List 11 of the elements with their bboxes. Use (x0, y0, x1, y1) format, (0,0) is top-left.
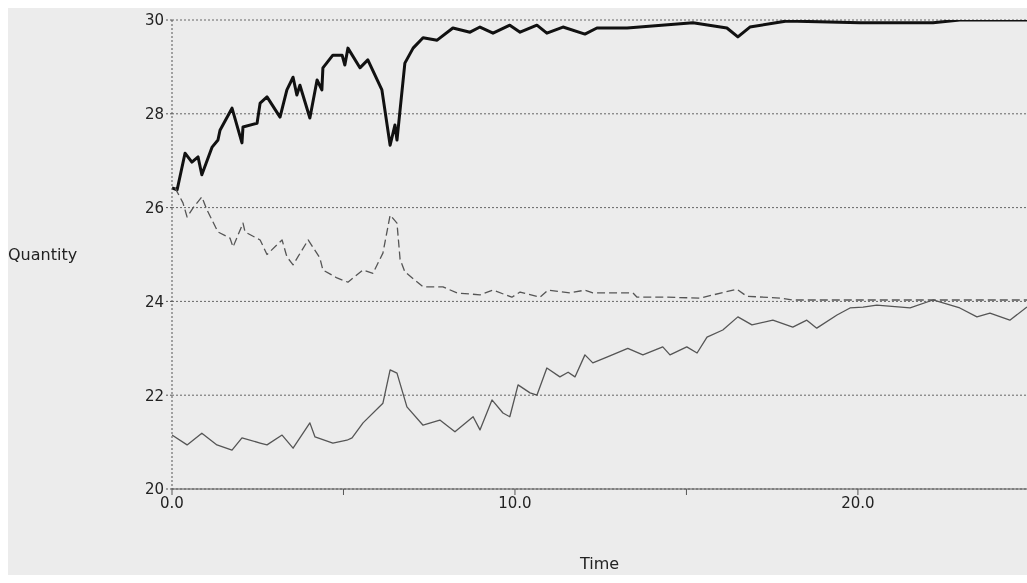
x-axis-title: Time (578, 554, 620, 573)
y-tick-label: 28 (144, 105, 164, 124)
y-tick-label: 22 (144, 386, 164, 405)
y-axis-title: Quantity (8, 245, 78, 265)
line-series (172, 20, 1027, 192)
x-tick-label: 0.0 (160, 493, 184, 512)
x-tick-label: 10.0 (498, 493, 532, 512)
y-tick-label: 26 (144, 198, 164, 217)
x-tick-label: 20.0 (841, 493, 875, 512)
y-tick-label: 24 (144, 292, 164, 311)
y-tick-label: 30 (144, 11, 164, 30)
